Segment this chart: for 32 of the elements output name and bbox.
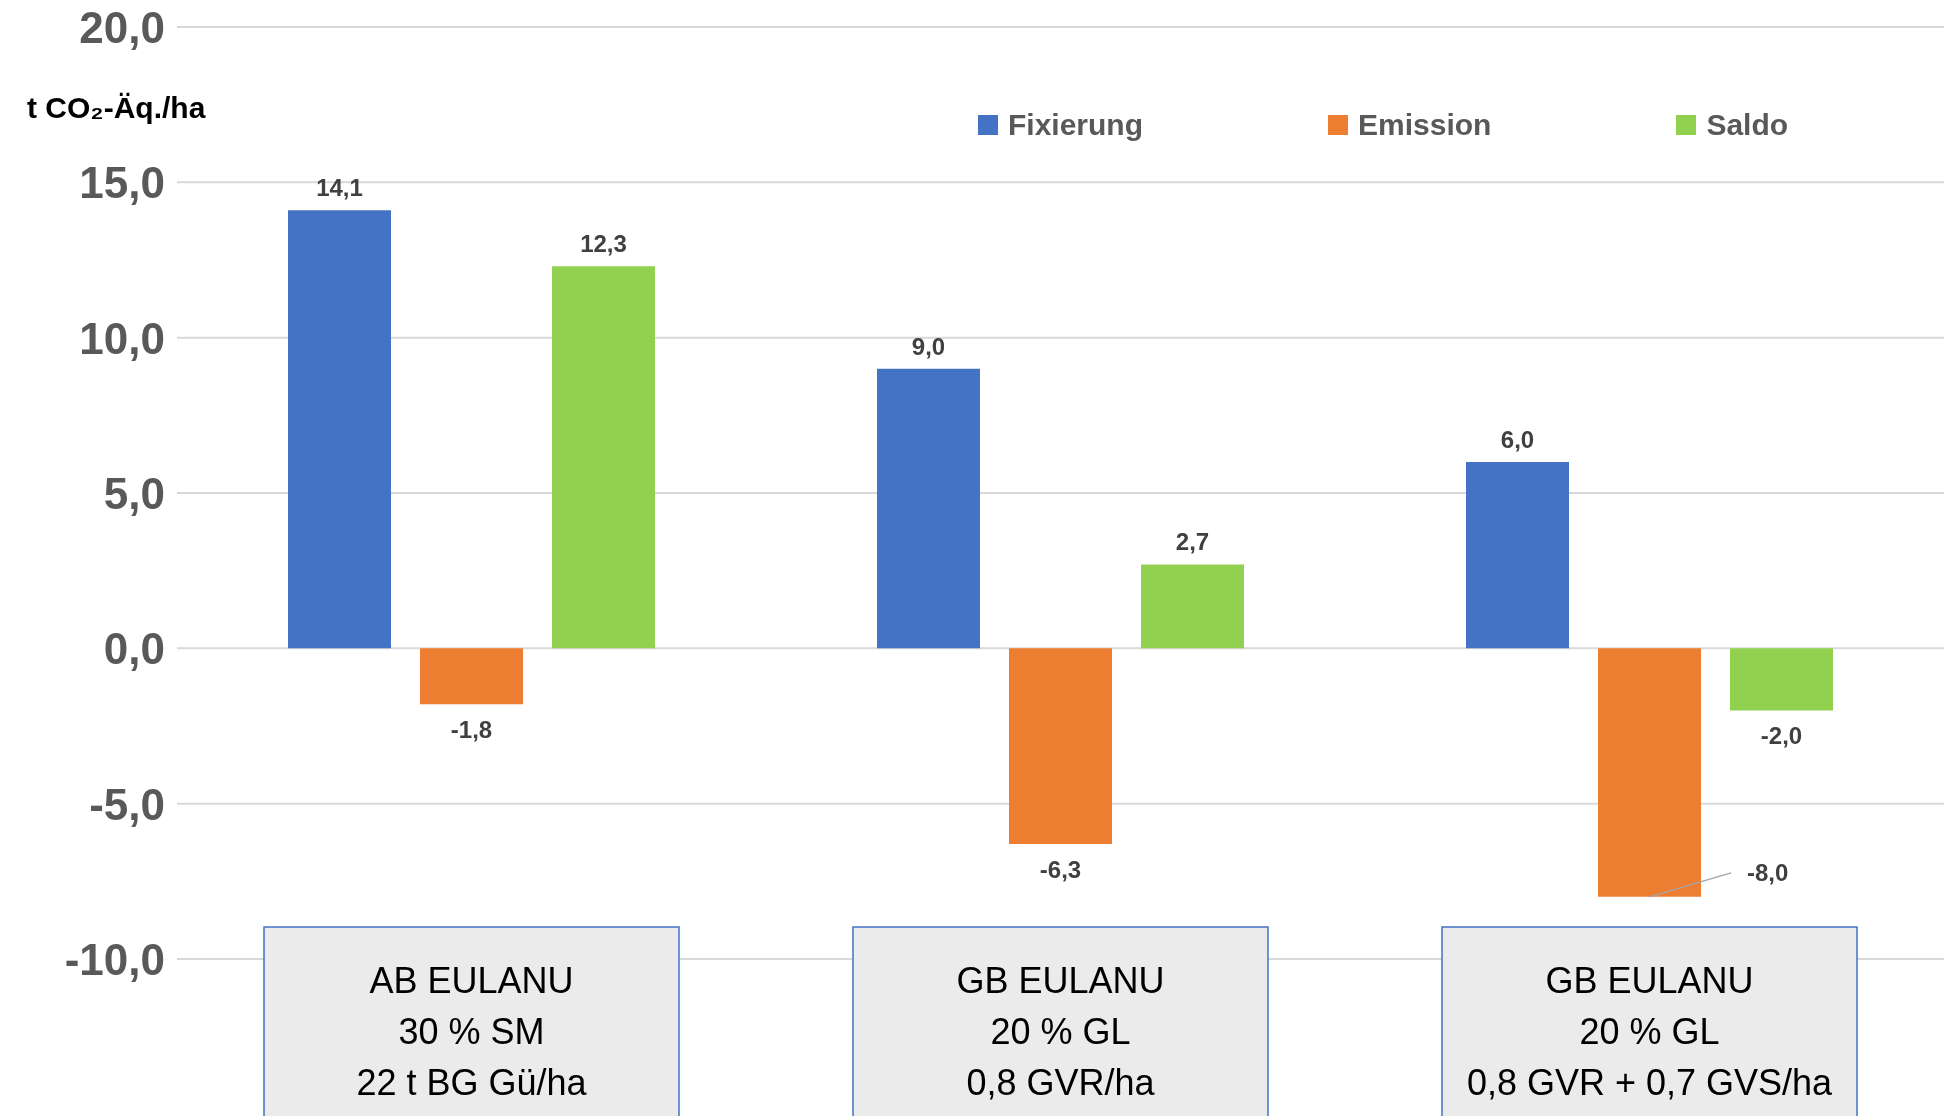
bar (1730, 648, 1833, 711)
y-axis-title: t CO₂-Äq./ha (27, 91, 206, 124)
bar (1598, 648, 1701, 897)
data-label: 14,1 (316, 174, 363, 202)
data-label: 12,3 (580, 230, 627, 258)
data-label: -1,8 (450, 716, 493, 744)
data-label: 6,0 (1500, 425, 1535, 453)
legend-label: Saldo (1706, 108, 1789, 142)
legend-label: Fixierung (1008, 108, 1144, 142)
data-label: -2,0 (1760, 722, 1803, 750)
data-label: -6,3 (1039, 856, 1082, 884)
y-tick-label: 15,0 (79, 158, 165, 208)
bar (420, 648, 523, 705)
bar (288, 210, 391, 649)
bar (552, 266, 655, 649)
bar (1466, 461, 1569, 649)
data-label: 9,0 (911, 332, 946, 360)
x-tick-label: AB EULANU 30 % SM 22 t BG Gü/ha (356, 960, 588, 1103)
y-tick-label: 20,0 (79, 3, 165, 52)
y-tick-label: 5,0 (103, 469, 165, 518)
data-label: 2,7 (1175, 528, 1210, 556)
y-tick-label: 10,0 (79, 313, 165, 363)
y-tick-label: -5,0 (89, 779, 165, 829)
bar (1009, 648, 1112, 845)
bar (1141, 564, 1244, 649)
y-tick-label: -10,0 (64, 935, 165, 984)
bar (877, 368, 980, 649)
y-tick-label: 0,0 (103, 624, 165, 674)
data-label: -8,0 (1747, 858, 1789, 886)
legend-label: Emission (1358, 108, 1492, 142)
x-tick-label: GB EULANU 20 % GL 0,8 GVR/ha (956, 960, 1165, 1103)
x-tick-label: GB EULANU 20 % GL 0,8 GVR + 0,7 GVS/ha (1466, 960, 1834, 1103)
